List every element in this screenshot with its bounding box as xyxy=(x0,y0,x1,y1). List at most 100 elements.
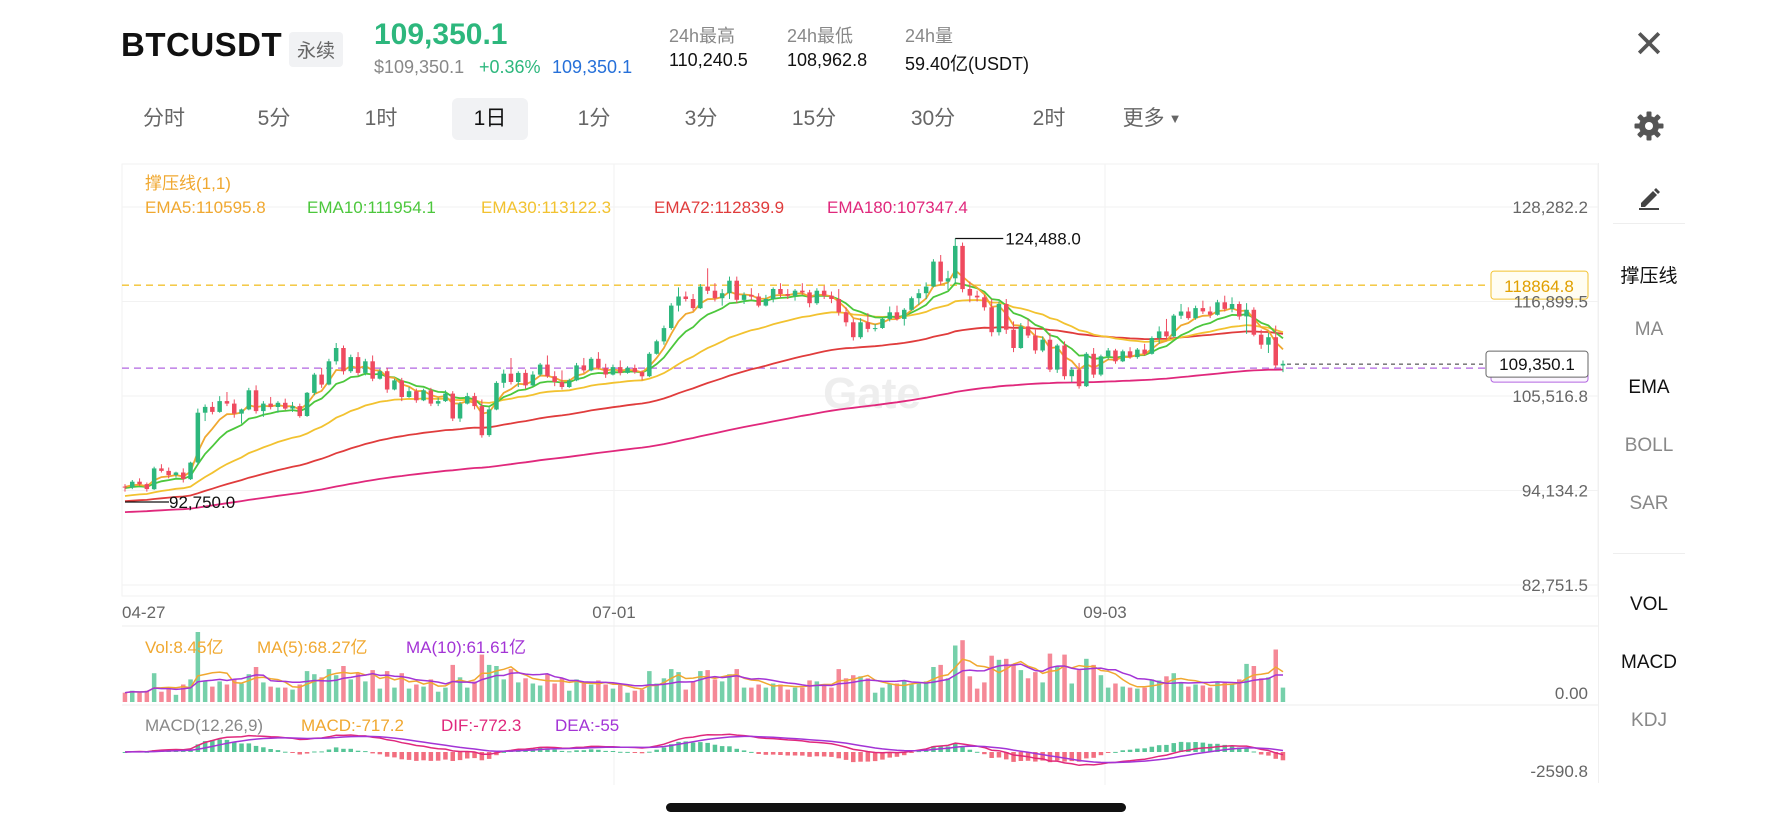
tab-3m[interactable]: 3分 xyxy=(684,107,718,130)
tab-30m[interactable]: 30分 xyxy=(910,107,956,130)
side-item-vol[interactable]: VOL xyxy=(1629,594,1669,615)
volume-bar xyxy=(996,659,1002,702)
candle-body xyxy=(1222,302,1227,309)
ema5-line xyxy=(124,268,1284,488)
side-item-macd[interactable]: MACD xyxy=(1621,652,1677,673)
volume-bar xyxy=(705,670,710,702)
tab-1h[interactable]: 1时 xyxy=(364,107,398,130)
candle-body xyxy=(1178,311,1184,316)
vol_ma10-line xyxy=(124,663,1283,694)
candle-body xyxy=(945,278,951,282)
tab-15m[interactable]: 15分 xyxy=(791,107,837,130)
macd-histogram-bar xyxy=(705,742,710,752)
volume-bar xyxy=(516,682,521,702)
volume-bar xyxy=(931,667,936,702)
candle-body xyxy=(654,341,659,354)
macd-histogram-bar xyxy=(479,752,485,761)
macd-histogram-bar xyxy=(639,752,645,754)
candle-body xyxy=(836,299,841,313)
candle-body xyxy=(1091,353,1096,375)
candle-body xyxy=(406,391,412,397)
legend-macd: MACD:-717.2 xyxy=(301,716,404,735)
y-tick-label: 105,516.8 xyxy=(1512,387,1588,406)
candle-body xyxy=(428,390,434,404)
side-item-support-resistance[interactable]: 撑压线 xyxy=(1620,266,1678,287)
candle-body xyxy=(414,391,419,401)
side-item-boll[interactable]: BOLL xyxy=(1624,435,1674,456)
volume-bar xyxy=(1251,666,1257,702)
candle-body xyxy=(785,294,790,296)
volume-bar xyxy=(734,669,739,702)
candle-body xyxy=(530,374,536,386)
y-tick-label: 94,134.2 xyxy=(1522,481,1588,500)
volume-bar xyxy=(829,687,834,702)
gear-icon[interactable] xyxy=(1633,110,1665,142)
macd-histogram-bar xyxy=(567,751,572,753)
change-percent: +0.36% xyxy=(479,57,541,77)
volume-bar xyxy=(166,688,171,702)
pencil-icon[interactable] xyxy=(1635,183,1663,211)
volume-bar xyxy=(457,677,463,702)
volume-bar xyxy=(1237,679,1242,702)
volume-bar xyxy=(363,681,368,702)
macd-histogram-bar xyxy=(785,752,790,756)
macd-histogram-bar xyxy=(763,752,769,755)
volume-bar xyxy=(523,678,528,702)
candle-body xyxy=(195,412,201,463)
macd-histogram-bar xyxy=(552,749,557,752)
volume-bar xyxy=(938,664,943,702)
candle-body xyxy=(683,296,688,299)
tab-1d[interactable]: 1日 xyxy=(452,98,528,140)
tab-time-share[interactable]: 分时 xyxy=(143,107,185,130)
y-tick-label: 128,282.2 xyxy=(1512,198,1588,217)
macd-histogram-bar xyxy=(370,752,375,754)
candle-body xyxy=(1069,369,1074,377)
volume-bar xyxy=(1062,654,1067,702)
side-item-kdj[interactable]: KDJ xyxy=(1631,710,1667,731)
volume-bar xyxy=(792,687,798,702)
candle-body xyxy=(224,401,230,404)
candle-body xyxy=(1011,329,1016,348)
macd-histogram-bar xyxy=(960,746,965,752)
candle-body xyxy=(261,403,266,412)
tab-1m[interactable]: 1分 xyxy=(577,107,611,130)
candle-body xyxy=(130,481,135,488)
side-item-sar[interactable]: SAR xyxy=(1629,493,1669,514)
volume-bar xyxy=(1156,680,1162,702)
legend-vol-ma5: MA(5):68.27亿 xyxy=(257,638,368,657)
volume-bar xyxy=(989,655,994,702)
candle-body xyxy=(749,294,754,297)
macd-histogram-bar xyxy=(1033,752,1038,762)
candle-body xyxy=(763,299,769,306)
macd-histogram-bar xyxy=(1105,752,1111,753)
side-item-ema[interactable]: EMA xyxy=(1628,377,1670,398)
candle-body xyxy=(1193,308,1198,319)
volume-bar xyxy=(341,666,346,702)
candle-body xyxy=(450,393,455,419)
current-price-label: 109,350.1 xyxy=(1499,355,1575,374)
volume-bar xyxy=(486,664,492,702)
price-annotations: 124,488.0 92,750.0 109,350.1 xyxy=(125,229,1589,512)
candle-body xyxy=(916,293,922,299)
symbol-title[interactable]: BTCUSDT xyxy=(121,26,283,63)
tab-5m[interactable]: 5分 xyxy=(257,107,291,130)
close-icon[interactable]: ✕ xyxy=(1633,24,1665,66)
candle-body xyxy=(1200,308,1206,312)
macd-histogram-bar xyxy=(457,752,463,761)
volume-bar xyxy=(1113,683,1118,702)
macd-histogram-bar xyxy=(1222,744,1227,752)
macd-histogram-bar xyxy=(792,752,798,756)
tab-more[interactable]: 更多 ▼ xyxy=(1112,98,1192,140)
candle-body xyxy=(297,406,302,417)
volume-bar xyxy=(333,675,339,702)
tab-2h[interactable]: 2时 xyxy=(1032,107,1066,130)
stat-low-value: 108,962.8 xyxy=(787,50,868,70)
candle-body xyxy=(792,290,798,296)
volume-bar xyxy=(923,681,929,702)
volume-bar xyxy=(800,687,805,702)
side-item-ma[interactable]: MA xyxy=(1634,319,1664,340)
macd-histogram-bar xyxy=(858,752,863,762)
resistance-label-box xyxy=(1490,270,1589,300)
volume-bar xyxy=(843,678,849,702)
